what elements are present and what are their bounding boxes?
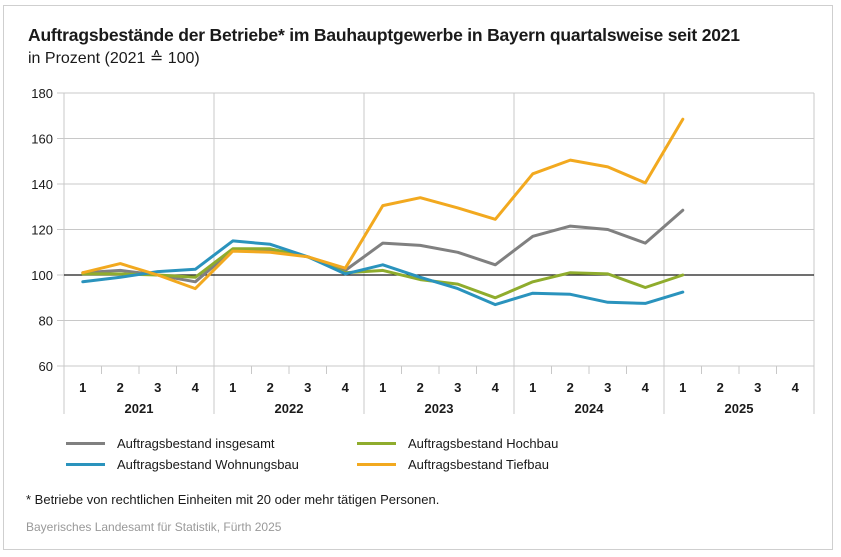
year-label: 2024 <box>575 401 605 416</box>
year-label: 2025 <box>725 401 754 416</box>
legend-item-insgesamt: Auftragsbestand insgesamt <box>66 436 275 451</box>
quarter-label: 1 <box>229 380 236 395</box>
quarter-label: 3 <box>604 380 611 395</box>
quarter-label: 4 <box>342 380 350 395</box>
y-tick-label: 160 <box>31 132 53 147</box>
series-line-tiefbau <box>81 117 685 291</box>
legend-swatch-insgesamt <box>66 442 105 445</box>
legend-label: Auftragsbestand Wohnungsbau <box>117 457 299 472</box>
quarter-label: 2 <box>117 380 124 395</box>
y-tick-label: 140 <box>31 177 53 192</box>
quarter-label: 1 <box>79 380 86 395</box>
quarter-label: 2 <box>267 380 274 395</box>
chart-title: Auftragsbestände der Betriebe* im Bauhau… <box>28 25 740 45</box>
legend-label: Auftragsbestand Hochbau <box>408 436 559 451</box>
quarter-label: 3 <box>304 380 311 395</box>
y-tick-label: 120 <box>31 223 53 238</box>
legend-item-wohnungsbau: Auftragsbestand Wohnungsbau <box>66 457 299 472</box>
y-tick-label: 80 <box>39 314 53 329</box>
legend-swatch-wohnungsbau <box>66 463 105 466</box>
legend-label: Auftragsbestand insgesamt <box>117 436 275 451</box>
legend-swatch-tiefbau <box>357 463 396 466</box>
year-label: 2021 <box>125 401 154 416</box>
quarter-label: 1 <box>529 380 536 395</box>
quarter-label: 1 <box>379 380 386 395</box>
quarter-label: 3 <box>154 380 161 395</box>
y-tick-label: 100 <box>31 268 53 283</box>
chart-subtitle: in Prozent (2021 ≙ 100) <box>28 50 200 67</box>
legend-item-tiefbau: Auftragsbestand Tiefbau <box>357 457 549 472</box>
quarter-label: 4 <box>492 380 500 395</box>
quarter-label: 4 <box>192 380 200 395</box>
quarter-label: 2 <box>417 380 424 395</box>
quarter-label: 4 <box>792 380 800 395</box>
series-line-wohnungsbau <box>81 239 685 307</box>
year-label: 2022 <box>275 401 304 416</box>
footnote: * Betriebe von rechtlichen Einheiten mit… <box>26 492 440 507</box>
quarter-label: 1 <box>679 380 686 395</box>
series-line-hochbau <box>81 247 685 300</box>
series-line-insgesamt <box>81 208 685 284</box>
legend-swatch-hochbau <box>357 442 396 445</box>
y-tick-label: 180 <box>31 86 53 101</box>
legend-item-hochbau: Auftragsbestand Hochbau <box>357 436 558 451</box>
legend-label: Auftragsbestand Tiefbau <box>408 457 549 472</box>
source-note: Bayerisches Landesamt für Statistik, Für… <box>26 520 282 534</box>
quarter-label: 2 <box>717 380 724 395</box>
quarter-label: 2 <box>567 380 574 395</box>
quarter-label: 3 <box>754 380 761 395</box>
y-tick-label: 60 <box>39 359 53 374</box>
quarter-label: 3 <box>454 380 461 395</box>
year-label: 2023 <box>425 401 454 416</box>
quarter-label: 4 <box>642 380 650 395</box>
